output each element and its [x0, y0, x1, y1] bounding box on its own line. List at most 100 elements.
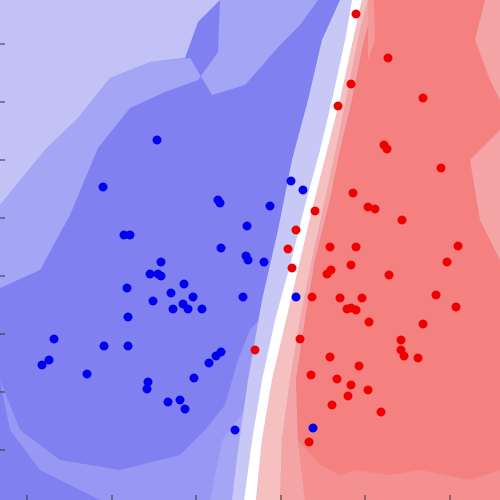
red-point: [357, 293, 367, 303]
blue-point: [180, 404, 190, 414]
red-point: [346, 380, 356, 390]
axis-ticks: [0, 43, 451, 500]
blue-point: [259, 257, 269, 267]
blue-point: [99, 341, 109, 351]
blue-point: [189, 373, 199, 383]
red-point: [397, 215, 407, 225]
blue-point: [298, 185, 308, 195]
red-point: [351, 9, 361, 19]
blue-point: [308, 423, 318, 433]
blue-point: [98, 182, 108, 192]
red-point: [363, 385, 373, 395]
blue-point: [230, 425, 240, 435]
red-point: [291, 225, 301, 235]
blue-point: [243, 255, 253, 265]
red-point: [332, 374, 342, 384]
blue-point: [211, 351, 221, 361]
blue-point: [142, 384, 152, 394]
red-point: [346, 260, 356, 270]
blue-point: [188, 292, 198, 302]
blue-point: [183, 304, 193, 314]
blue-point: [49, 334, 59, 344]
contour-red-light: [256, 0, 368, 500]
blue-point: [44, 355, 54, 365]
blue-point: [125, 230, 135, 240]
red-point: [418, 319, 428, 329]
blue-point: [163, 397, 173, 407]
blue-point: [156, 257, 166, 267]
red-point: [376, 407, 386, 417]
contour-boundary-white: [244, 0, 362, 500]
scatter-points: [37, 9, 463, 447]
contour-red-right-lower: [470, 130, 500, 260]
blue-point: [145, 269, 155, 279]
contour-red-mid: [280, 0, 374, 500]
red-point: [436, 163, 446, 173]
blue-point: [204, 358, 214, 368]
red-point: [333, 101, 343, 111]
red-point: [295, 334, 305, 344]
red-point: [418, 93, 428, 103]
red-point: [351, 242, 361, 252]
red-point: [442, 257, 452, 267]
contour-red-main: [296, 0, 500, 500]
blue-point: [179, 279, 189, 289]
red-point: [327, 400, 337, 410]
red-point: [348, 188, 358, 198]
blue-point: [166, 288, 176, 298]
red-point: [363, 202, 373, 212]
contour-blue-band-a: [0, 290, 285, 500]
red-point: [306, 370, 316, 380]
blue-point: [37, 360, 47, 370]
red-point: [283, 244, 293, 254]
contour-red-right-upper: [475, 0, 500, 100]
blue-point: [265, 201, 275, 211]
blue-point: [143, 377, 153, 387]
red-point: [364, 317, 374, 327]
red-point: [396, 335, 406, 345]
red-point: [307, 292, 317, 302]
red-point: [370, 204, 380, 214]
blue-point: [216, 243, 226, 253]
red-point: [384, 270, 394, 280]
blue-point: [168, 304, 178, 314]
blue-point: [123, 341, 133, 351]
red-point: [322, 269, 332, 279]
red-point: [304, 437, 314, 447]
contour-red-top-left-cap: [368, 0, 375, 60]
red-point: [431, 290, 441, 300]
red-point: [335, 293, 345, 303]
red-point: [354, 361, 364, 371]
red-point: [383, 53, 393, 63]
contour-blue-mid: [0, 0, 318, 288]
contour-red-bottom: [298, 440, 500, 500]
red-point: [310, 206, 320, 216]
red-point: [451, 302, 461, 312]
red-point: [325, 352, 335, 362]
blue-point: [175, 395, 185, 405]
red-point: [287, 263, 297, 273]
red-point: [342, 304, 352, 314]
blue-point: [286, 176, 296, 186]
blue-point: [197, 304, 207, 314]
blue-point: [238, 292, 248, 302]
red-point: [382, 144, 392, 154]
red-point: [413, 353, 423, 363]
blue-point: [148, 296, 158, 306]
blue-point: [82, 369, 92, 379]
red-point: [325, 242, 335, 252]
red-point: [351, 305, 361, 315]
red-point: [346, 79, 356, 89]
blue-point: [152, 135, 162, 145]
blue-point: [122, 283, 132, 293]
blue-point: [123, 312, 133, 322]
blue-point: [156, 271, 166, 281]
contour-blue-outer: [0, 0, 220, 205]
blue-point: [291, 292, 301, 302]
red-point: [343, 391, 353, 401]
red-point: [453, 241, 463, 251]
blue-point: [215, 198, 225, 208]
blue-point: [242, 221, 252, 231]
red-point: [399, 351, 409, 361]
